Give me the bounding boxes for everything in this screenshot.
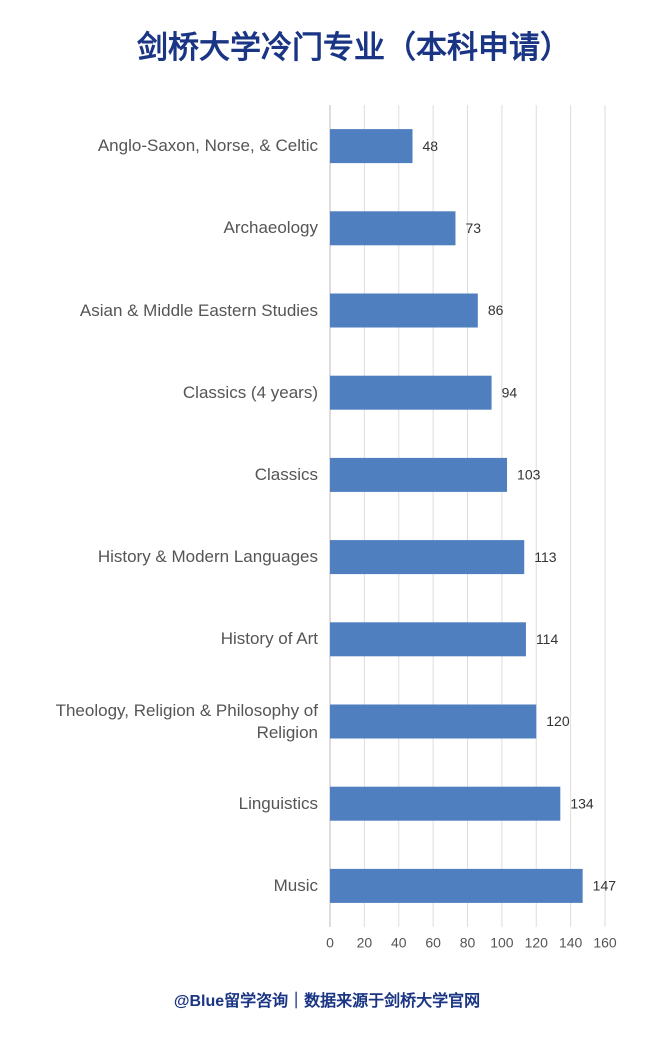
y-tick-label: Classics [254, 464, 318, 484]
y-tick-label: Classics (4 years) [182, 382, 318, 402]
y-tick-label: Theology, Religion & Philosophy of Relig… [55, 700, 318, 742]
x-tick-label: 160 [593, 935, 617, 951]
y-tick-label: History of Art [220, 629, 318, 649]
footer: @Blue留学咨询｜数据来源于剑桥大学官网 [174, 991, 480, 1010]
bar [330, 868, 583, 903]
bar [330, 293, 478, 328]
x-tick-label: 100 [490, 935, 514, 951]
bar [330, 704, 537, 739]
x-tick-label: 40 [391, 935, 407, 951]
value-label: 120 [546, 713, 570, 729]
bar [330, 211, 456, 246]
y-tick-label: Archaeology [223, 218, 318, 238]
value-label: 103 [517, 467, 541, 483]
bar [330, 129, 413, 164]
bar [330, 622, 526, 657]
x-tick-label: 20 [357, 935, 373, 951]
value-label: 134 [570, 795, 594, 811]
value-label: 147 [593, 878, 617, 894]
y-tick-label: Music [273, 875, 318, 895]
chart-title: 剑桥大学冷门专业（本科申请） [137, 30, 571, 65]
x-tick-label: 80 [460, 935, 476, 951]
x-tick-label: 140 [559, 935, 583, 951]
y-tick-label: Asian & Middle Eastern Studies [79, 300, 318, 320]
bar [330, 786, 561, 821]
value-label: 73 [465, 220, 481, 236]
bar [330, 540, 525, 575]
y-tick-label: Linguistics [238, 793, 318, 813]
y-tick-label: History & Modern Languages [97, 547, 318, 567]
bar [330, 375, 492, 410]
x-tick-label: 120 [525, 935, 549, 951]
value-label: 48 [423, 138, 439, 154]
x-tick-label: 60 [425, 935, 441, 951]
bar [330, 457, 508, 492]
value-label: 94 [502, 384, 518, 400]
value-label: 86 [488, 302, 504, 318]
value-label: 113 [534, 549, 557, 565]
value-label: 114 [536, 631, 559, 647]
y-tick-label: Anglo-Saxon, Norse, & Celtic [97, 136, 318, 156]
x-tick-label: 0 [326, 935, 334, 951]
